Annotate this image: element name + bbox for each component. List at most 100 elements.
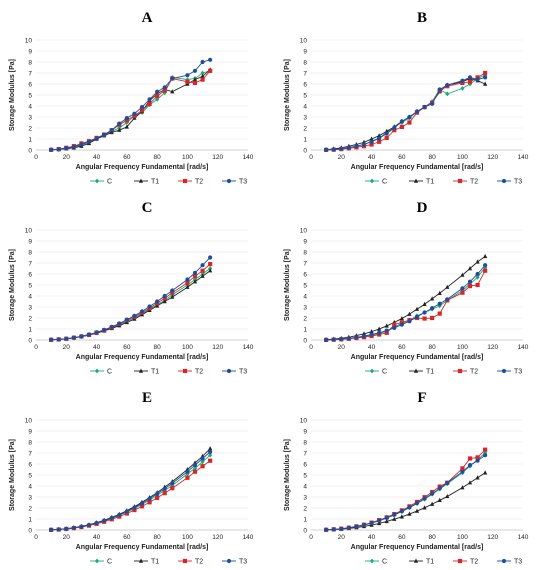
y-tick-label: 3 <box>28 494 32 501</box>
y-tick-label: 10 <box>25 37 33 44</box>
data-point-t3 <box>339 146 344 151</box>
y-axis-label: Storage Modulus [Pa] <box>284 59 291 131</box>
y-tick-label: 2 <box>303 125 307 132</box>
data-point-t2 <box>392 322 397 327</box>
data-point-t3 <box>102 132 107 137</box>
y-axis-label: Storage Modulus [Pa] <box>9 249 16 321</box>
data-point-t3 <box>392 325 397 330</box>
x-tick-label: 80 <box>429 154 437 161</box>
data-point-t3 <box>56 337 61 342</box>
data-point-t3 <box>384 131 389 136</box>
y-tick-label: 2 <box>28 505 32 512</box>
data-point-t2 <box>170 486 175 491</box>
data-point-t2 <box>392 128 397 133</box>
x-tick-label: 80 <box>154 344 162 351</box>
y-tick-label: 7 <box>303 260 307 267</box>
x-tick-label: 120 <box>212 534 223 541</box>
data-point-t2 <box>185 475 190 480</box>
data-point-t2 <box>467 284 473 289</box>
x-tick-label: 20 <box>63 344 71 351</box>
chart-panel-c: C 0 1 2 3 4 5 6 7 8 9 10 0 20 40 60 80 100 120 140 Angular F… <box>0 190 275 380</box>
data-point-t1 <box>384 518 389 524</box>
data-point-t3 <box>155 89 160 94</box>
data-point-t3 <box>109 515 114 520</box>
x-tick-label: 20 <box>63 534 71 541</box>
y-tick-label: 8 <box>303 439 307 446</box>
y-tick-label: 4 <box>303 293 307 300</box>
data-point-t2 <box>162 296 167 301</box>
y-tick-label: 3 <box>303 494 307 501</box>
data-point-t1 <box>422 505 427 510</box>
data-point-t3 <box>185 277 190 282</box>
data-point-t3 <box>124 116 129 121</box>
y-tick-label: 1 <box>28 516 32 523</box>
legend-label: T2 <box>195 558 203 565</box>
y-axis-label: Storage Modulus [Pa] <box>284 439 291 511</box>
data-point-t3 <box>71 525 76 530</box>
y-tick-label: 0 <box>303 527 307 534</box>
data-point-t3 <box>460 286 465 291</box>
x-tick-label: 100 <box>457 344 468 351</box>
data-point-t3 <box>430 491 435 496</box>
y-tick-label: 9 <box>303 48 307 55</box>
series-line-t2 <box>326 270 486 341</box>
chart-panel-e: E 0 1 2 3 4 5 6 7 8 9 10 0 20 40 60 80 100 120 140 Angular F… <box>0 380 275 570</box>
data-point-t3 <box>475 458 480 463</box>
data-point-t3 <box>132 313 137 318</box>
data-point-t3 <box>170 76 175 81</box>
data-point-t3 <box>437 87 442 92</box>
y-tick-label: 3 <box>28 114 32 121</box>
y-tick-label: 9 <box>28 48 32 55</box>
data-point-t3 <box>422 105 427 110</box>
data-point-t1 <box>208 268 213 273</box>
panel-title: A <box>142 10 153 26</box>
data-point-t1 <box>117 127 122 132</box>
data-point-t1 <box>377 133 382 138</box>
data-point-t1 <box>170 89 175 94</box>
data-point-t1 <box>200 73 205 78</box>
chart-panel-a: A 0 1 2 3 4 5 6 7 8 9 10 0 20 40 60 80 100 120 140 Angular F… <box>0 0 275 190</box>
legend-label: T3 <box>514 178 522 185</box>
data-point-t3 <box>117 512 122 517</box>
data-point-t2 <box>377 139 382 144</box>
data-point-t3 <box>324 527 329 532</box>
data-point-t3 <box>64 336 69 341</box>
legend-label: T1 <box>426 558 434 565</box>
y-tick-label: 6 <box>303 81 307 88</box>
x-tick-label: 0 <box>309 344 313 351</box>
data-point-t3 <box>460 469 465 474</box>
x-tick-label: 60 <box>123 534 131 541</box>
x-axis-label: Angular Frequency Fundamental [rad/s] <box>351 354 484 361</box>
data-point-t2 <box>483 447 488 452</box>
data-point-t1 <box>192 77 198 82</box>
legend-label: T2 <box>195 368 203 375</box>
y-tick-label: 10 <box>25 227 33 234</box>
x-tick-label: 60 <box>123 154 131 161</box>
data-point-t3 <box>94 136 99 141</box>
y-tick-label: 6 <box>28 461 32 468</box>
data-point-t2 <box>467 79 473 84</box>
legend-label: T1 <box>151 558 159 565</box>
data-point-t2 <box>139 108 145 113</box>
data-point-t3 <box>192 68 198 73</box>
data-point-t2 <box>147 500 152 505</box>
y-tick-label: 2 <box>28 125 32 132</box>
legend-label: T3 <box>514 558 522 565</box>
data-point-t3 <box>399 509 404 514</box>
data-point-t2 <box>369 142 374 147</box>
data-point-t3 <box>361 142 367 147</box>
data-point-t3 <box>324 147 329 152</box>
series-line-t2 <box>326 449 486 531</box>
data-point-t3 <box>64 145 69 151</box>
y-tick-label: 4 <box>28 293 32 300</box>
data-point-t2 <box>475 455 480 460</box>
data-point-t3 <box>354 335 359 340</box>
data-point-t3 <box>192 463 198 468</box>
series-line-t3 <box>51 451 211 531</box>
data-point-t2 <box>155 495 160 500</box>
data-point-t3 <box>139 501 145 506</box>
data-point-t3 <box>124 317 129 322</box>
data-point-t3 <box>56 147 61 152</box>
data-point-t2 <box>170 290 175 295</box>
